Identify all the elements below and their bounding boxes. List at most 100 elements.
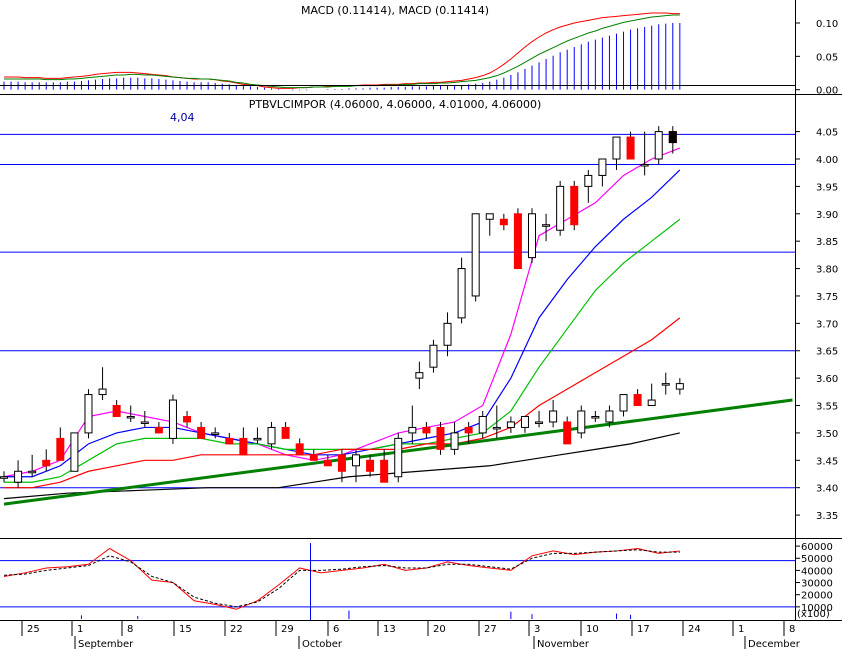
volume-tick-label: 50000 (801, 554, 833, 565)
x-day-label: 1 (738, 624, 744, 635)
x-day-label: 3 (534, 624, 540, 635)
x-day-label: 22 (230, 624, 243, 635)
volume-tick-label: 40000 (801, 566, 833, 577)
candle-down (563, 421, 572, 445)
volume-tick-label: 30000 (801, 579, 833, 590)
price-tick-label: 3.50 (816, 429, 838, 440)
candle-up (549, 410, 558, 423)
x-day-label: 17 (637, 624, 650, 635)
x-day-label: 1 (77, 624, 83, 635)
x-day-label: 10 (586, 624, 599, 635)
candle-up (14, 470, 23, 483)
x-day-label: 25 (27, 624, 40, 635)
price-tick-label: 3.65 (816, 347, 838, 358)
price-title: PTBVLCIMPOR (4.06000, 4.06000, 4.01000, … (249, 98, 542, 111)
candle-down (626, 136, 635, 160)
candle-up (619, 394, 628, 412)
volume-series-line (3, 547, 680, 610)
candle-down (183, 415, 192, 423)
price-tick-label: 3.80 (816, 265, 838, 276)
candle-up (415, 372, 424, 379)
volume-horizontal-lines (0, 560, 795, 608)
volume-bars (80, 610, 632, 619)
candle-down (499, 218, 508, 226)
x-day-label: 15 (179, 624, 192, 635)
candle-down (225, 437, 234, 445)
candle-up (647, 399, 656, 407)
candle-up (520, 415, 529, 428)
candle-up (577, 410, 586, 434)
price-candles (0, 126, 684, 488)
candle-up (211, 432, 220, 435)
price-tick-label: 3.60 (816, 374, 838, 385)
candle-down (422, 426, 431, 434)
candle-down (309, 454, 318, 461)
candle-up (267, 426, 276, 445)
candle-up (605, 410, 614, 423)
candle-down (337, 454, 346, 472)
volume-lines (3, 547, 680, 610)
candle-up (528, 213, 536, 259)
candle-down (42, 459, 51, 467)
candle-down (436, 426, 445, 450)
x-month-label: September (78, 639, 134, 649)
candle-down (570, 185, 579, 226)
candle-up (485, 213, 494, 220)
price-tick-label: 3.55 (816, 402, 838, 413)
price-horizontal-lines (0, 133, 795, 489)
candle-up (429, 344, 438, 368)
candle-up (352, 454, 360, 467)
candle-up (675, 383, 684, 390)
candle-up (394, 437, 403, 478)
candle-up (84, 394, 93, 434)
price-tick-label: 3.45 (816, 456, 838, 467)
price-tick-label: 4.05 (816, 128, 838, 139)
candle-down (281, 426, 290, 439)
candle-up (591, 415, 600, 419)
x-day-label: 6 (333, 624, 339, 635)
candle-up (612, 136, 621, 160)
candle-up (542, 224, 551, 227)
candle-up (661, 383, 670, 386)
candle-down (323, 459, 332, 467)
price-tick-label: 3.40 (816, 484, 838, 495)
macd-y-ticks: 0.10 0.05 0.00 (795, 19, 838, 97)
candle-down (366, 459, 375, 472)
volume-series-line (3, 549, 680, 608)
x-axis: 25 1 8 15 22 29 6 13 20 27 3 10 17 24 1 8 September Octob… (21, 621, 801, 649)
candle-latest (668, 131, 677, 144)
candle-up (126, 415, 135, 419)
candle-down (197, 426, 206, 439)
candle-up (654, 131, 663, 160)
candle-up (253, 437, 262, 441)
candle-up (408, 426, 417, 434)
x-month-label: October (302, 639, 343, 649)
macd-title: MACD (0.11414), MACD (0.11414) (301, 4, 489, 17)
candle-up (28, 470, 37, 474)
candle-up (168, 399, 177, 439)
candle-up (598, 158, 607, 176)
x-day-label: 13 (383, 624, 396, 635)
macd-tick-label: 0.05 (816, 52, 838, 63)
candle-up (140, 421, 149, 424)
candle-down (239, 437, 248, 456)
macd-series-line (4, 14, 680, 89)
macd-tick-label: 0.00 (816, 86, 838, 97)
candle-up (556, 185, 565, 231)
x-day-label: 8 (127, 624, 133, 635)
candle-up (535, 421, 544, 424)
candle-up (492, 426, 501, 430)
candle-up (471, 213, 480, 297)
price-tick-label: 3.70 (816, 319, 838, 330)
candle-down (513, 213, 522, 270)
price-y-ticks: 4.05 4.00 3.95 3.90 3.85 3.80 3.75 3.70 3.65 3.60… (795, 128, 838, 522)
candle-up (506, 421, 515, 428)
price-tick-label: 4.00 (816, 155, 838, 166)
candle-down (154, 426, 163, 434)
volume-tick-label: 60000 (801, 542, 833, 553)
candle-down (56, 437, 65, 461)
candle-down (633, 394, 642, 407)
candle-down (112, 405, 121, 417)
x-day-label: 24 (688, 624, 701, 635)
